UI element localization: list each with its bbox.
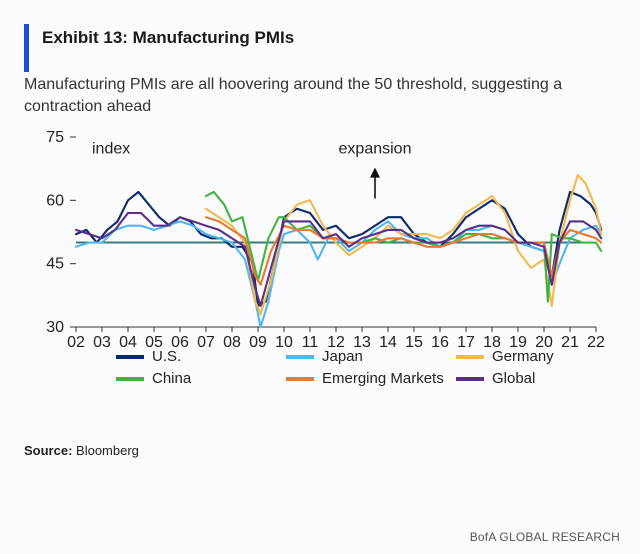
svg-text:03: 03: [93, 334, 111, 351]
svg-text:Germany: Germany: [492, 348, 554, 365]
svg-text:Global: Global: [492, 370, 535, 387]
exhibit-title: Exhibit 13: Manufacturing PMIs: [42, 28, 620, 48]
svg-text:04: 04: [119, 334, 137, 351]
source-line: Source: Bloomberg: [24, 443, 620, 458]
pmi-chart: 3045607502030405060708091011121314151617…: [24, 127, 620, 437]
svg-text:02: 02: [67, 334, 85, 351]
svg-text:75: 75: [46, 129, 64, 146]
svg-text:30: 30: [46, 319, 64, 336]
svg-text:22: 22: [587, 334, 605, 351]
svg-text:45: 45: [46, 255, 64, 272]
svg-text:11: 11: [302, 334, 319, 351]
svg-text:14: 14: [379, 334, 397, 351]
svg-text:08: 08: [223, 334, 241, 351]
exhibit-subtitle: Manufacturing PMIs are all hoovering aro…: [24, 74, 584, 119]
svg-text:21: 21: [561, 334, 579, 351]
svg-text:15: 15: [405, 334, 423, 351]
svg-text:Japan: Japan: [322, 348, 363, 365]
svg-text:09: 09: [249, 334, 267, 351]
brand-label: BofA GLOBAL RESEARCH: [470, 530, 620, 544]
svg-text:China: China: [152, 370, 192, 387]
svg-text:07: 07: [197, 334, 215, 351]
pmi-chart-svg: 3045607502030405060708091011121314151617…: [24, 127, 609, 437]
source-label: Source:: [24, 443, 72, 458]
svg-text:10: 10: [275, 334, 293, 351]
svg-text:Emerging Markets: Emerging Markets: [322, 370, 444, 387]
svg-text:16: 16: [431, 334, 449, 351]
exhibit-header: Exhibit 13: Manufacturing PMIs: [24, 28, 620, 48]
title-accent-bar: [24, 24, 29, 72]
svg-text:expansion: expansion: [339, 140, 412, 157]
svg-text:U.S.: U.S.: [152, 348, 181, 365]
source-value: Bloomberg: [76, 443, 139, 458]
svg-text:index: index: [92, 140, 130, 157]
svg-text:17: 17: [457, 334, 475, 351]
svg-text:60: 60: [46, 192, 64, 209]
